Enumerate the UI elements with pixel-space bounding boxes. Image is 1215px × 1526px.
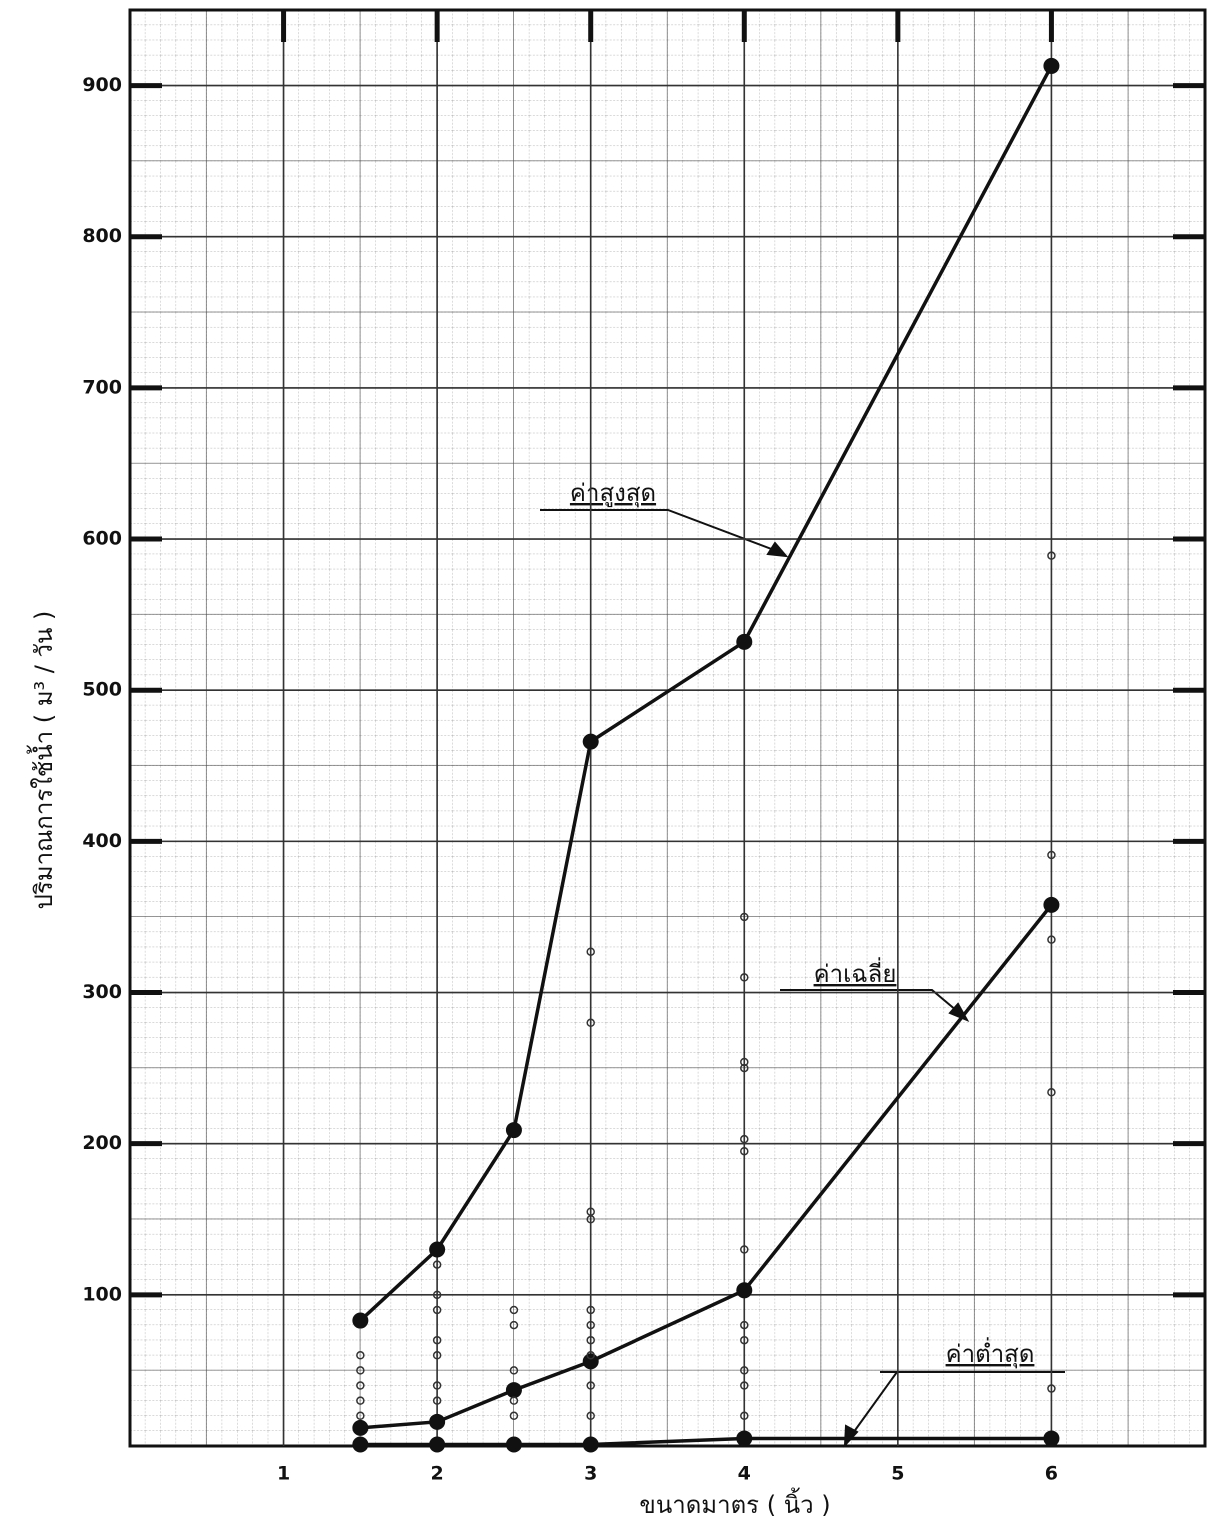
y-tick-label: 300	[82, 981, 122, 1003]
observation	[356, 1411, 365, 1421]
point	[736, 1430, 753, 1447]
x-tick-label: 2	[431, 1463, 444, 1485]
annotation-label: ค่าต่ำสุด	[946, 1337, 1035, 1369]
observation	[740, 912, 749, 922]
y-tick-label: 400	[82, 830, 122, 852]
observation	[740, 1146, 749, 1156]
annotation-label: ค่าเฉลี่ย	[814, 957, 897, 988]
observation	[356, 1396, 365, 1405]
observation	[1047, 935, 1056, 944]
series-line	[360, 1436, 1052, 1447]
observation	[1047, 1088, 1056, 1097]
observation	[1047, 551, 1056, 560]
observation	[586, 1320, 595, 1330]
observation	[432, 1351, 442, 1360]
observation	[432, 1290, 442, 1300]
observation	[740, 1134, 749, 1144]
observation	[740, 1320, 749, 1330]
point	[352, 1312, 369, 1329]
point	[1043, 57, 1060, 74]
observation	[586, 1335, 595, 1345]
y-tick-label: 100	[82, 1283, 122, 1305]
point	[505, 1382, 522, 1399]
series-line	[360, 903, 1053, 1430]
annotation-label: ค่าสูงสุด	[570, 479, 656, 508]
y-tick-label: 600	[82, 528, 122, 550]
y-tick-label: 900	[82, 74, 122, 96]
observation	[509, 1366, 519, 1375]
point	[736, 1282, 753, 1299]
point	[1043, 1430, 1060, 1447]
observation	[509, 1411, 519, 1421]
observation	[586, 1018, 595, 1028]
y-tick-label: 200	[82, 1132, 122, 1154]
observation	[740, 1245, 749, 1254]
observation	[509, 1320, 519, 1330]
x-tick-label: 3	[584, 1463, 597, 1485]
observation	[586, 1351, 595, 1360]
observation	[586, 1411, 595, 1421]
point	[505, 1436, 522, 1453]
point	[736, 633, 753, 650]
y-tick-label: 800	[82, 225, 122, 247]
y-tick-label: 500	[82, 679, 122, 701]
x-axis-title: ขนาดมาตร ( นิ้ว )	[639, 1487, 830, 1519]
observation	[432, 1381, 442, 1390]
observation	[740, 973, 749, 982]
observation	[1047, 1384, 1056, 1393]
point	[429, 1413, 446, 1430]
y-axis-title: ปริมาณการใช้น้ำ ( ม³ / วัน )	[26, 611, 58, 910]
observation	[740, 1381, 749, 1390]
observation	[586, 1215, 595, 1224]
point	[352, 1436, 369, 1453]
observation	[356, 1366, 365, 1375]
observation	[356, 1351, 365, 1360]
x-tick-label: 1	[277, 1463, 290, 1485]
y-tick-label: 700	[82, 376, 122, 398]
observation	[356, 1381, 365, 1390]
point	[582, 1436, 599, 1453]
observation	[1047, 850, 1056, 860]
observation	[509, 1396, 519, 1405]
observation	[509, 1305, 519, 1315]
plot-frame	[128, 8, 1207, 1448]
observation	[740, 1366, 749, 1375]
observation	[586, 947, 595, 956]
observation	[740, 1335, 749, 1345]
observation	[740, 1411, 749, 1421]
observation	[740, 1063, 749, 1073]
graph-paper-major	[130, 10, 1205, 1446]
point	[582, 1353, 599, 1370]
observation	[432, 1335, 442, 1345]
observation	[432, 1260, 442, 1269]
x-tick-label: 4	[738, 1463, 751, 1485]
x-tick-label: 6	[1045, 1463, 1058, 1485]
point	[505, 1122, 522, 1139]
x-tick-label: 5	[891, 1463, 904, 1485]
observation	[740, 1057, 749, 1067]
point	[352, 1419, 369, 1436]
series-line	[359, 65, 1053, 1322]
observation	[432, 1396, 442, 1405]
observation	[586, 1305, 595, 1315]
point	[429, 1436, 446, 1453]
point	[429, 1241, 446, 1258]
observation	[586, 1381, 595, 1390]
observation	[432, 1305, 442, 1315]
point	[582, 733, 599, 750]
point	[1043, 896, 1060, 913]
